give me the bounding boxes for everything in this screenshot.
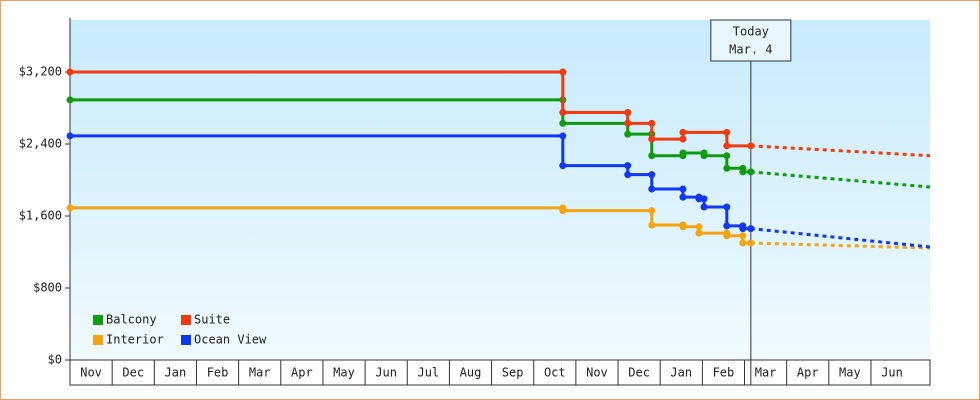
x-tick-label: Feb — [713, 366, 735, 380]
forecast-line — [750, 227, 931, 249]
legend-swatch — [93, 335, 103, 345]
point — [624, 109, 632, 117]
point — [700, 203, 708, 211]
point — [679, 185, 687, 193]
point — [723, 128, 731, 136]
legend-label: Interior — [106, 333, 164, 347]
plot-area — [70, 20, 930, 360]
point — [679, 221, 687, 229]
forecast-line — [750, 241, 931, 250]
point — [559, 162, 567, 170]
y-tick-label: $1,600 — [19, 209, 62, 223]
point — [695, 229, 703, 237]
point — [66, 204, 74, 212]
point — [66, 68, 74, 76]
x-tick-label: Jun — [881, 366, 903, 380]
x-tick-label: Dec — [628, 366, 650, 380]
legend-label: Ocean View — [194, 333, 267, 347]
point — [559, 68, 567, 76]
point — [739, 164, 747, 172]
point — [679, 135, 687, 143]
x-tick-label: Jun — [375, 366, 397, 380]
point — [747, 142, 755, 150]
point — [559, 109, 567, 117]
point — [747, 239, 755, 247]
x-tick-label: Jan — [165, 366, 187, 380]
x-tick-label: Mar — [249, 366, 271, 380]
point — [559, 119, 567, 127]
today-box — [710, 19, 792, 62]
x-tick-label: Oct — [544, 366, 566, 380]
point — [723, 203, 731, 211]
x-tick-label: May — [839, 366, 861, 380]
x-tick-label: Aug — [460, 366, 482, 380]
y-tick-label: $2,400 — [19, 137, 62, 151]
point — [648, 221, 656, 229]
point — [723, 222, 731, 230]
point — [739, 232, 747, 240]
y-tick-label: $0 — [48, 353, 62, 367]
point — [739, 222, 747, 230]
x-tick-label: Dec — [122, 366, 144, 380]
point — [624, 171, 632, 179]
point — [679, 193, 687, 201]
legend-label: Suite — [194, 313, 230, 327]
point — [679, 152, 687, 160]
point — [648, 135, 656, 143]
point — [648, 171, 656, 179]
point — [723, 152, 731, 160]
today-label: Mar. 4 — [729, 43, 772, 57]
x-tick-label: Feb — [207, 366, 229, 380]
point — [695, 223, 703, 231]
point — [747, 168, 755, 176]
point — [747, 225, 755, 233]
legend-swatch — [181, 335, 191, 345]
point — [700, 195, 708, 203]
point — [66, 132, 74, 140]
x-tick-label: Apr — [797, 366, 819, 380]
point — [559, 132, 567, 140]
point — [648, 152, 656, 160]
legend-swatch — [93, 315, 103, 325]
x-tick-label: Jul — [417, 366, 439, 380]
forecast-line — [750, 170, 931, 189]
forecast-line — [750, 144, 931, 158]
point — [723, 229, 731, 237]
point — [624, 119, 632, 127]
point — [66, 96, 74, 104]
point — [679, 128, 687, 136]
point — [723, 164, 731, 172]
point — [559, 204, 567, 212]
point — [723, 142, 731, 150]
x-tick-label: Sep — [502, 366, 524, 380]
legend-swatch — [181, 315, 191, 325]
y-tick-label: $800 — [33, 281, 62, 295]
point — [739, 239, 747, 247]
x-tick-label: Mar — [755, 366, 777, 380]
point — [700, 149, 708, 157]
today-label: Today — [733, 25, 769, 39]
point — [648, 185, 656, 193]
point — [624, 162, 632, 170]
point — [648, 207, 656, 215]
x-tick-label: Jan — [670, 366, 692, 380]
y-tick-label: $3,200 — [19, 65, 62, 79]
point — [648, 119, 656, 127]
x-tick-label: May — [333, 366, 355, 380]
x-tick-label: Nov — [80, 366, 102, 380]
point — [624, 130, 632, 138]
x-tick-label: Apr — [291, 366, 313, 380]
x-tick-label: Nov — [586, 366, 608, 380]
legend-label: Balcony — [106, 313, 157, 327]
